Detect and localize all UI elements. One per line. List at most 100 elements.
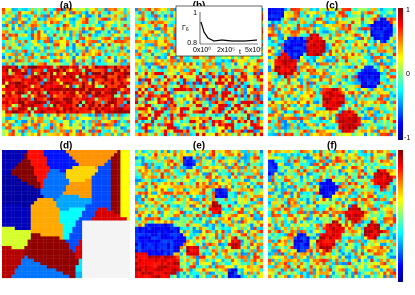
- pixel: [386, 40, 389, 43]
- pixel: [37, 21, 40, 24]
- pixel: [117, 27, 120, 30]
- pixel: [316, 46, 319, 49]
- pixel: [18, 153, 21, 156]
- pixel: [79, 133, 82, 136]
- pixel: [53, 75, 56, 78]
- pixel: [370, 75, 373, 78]
- pixel: [92, 24, 95, 27]
- pixel: [326, 37, 329, 40]
- pixel: [193, 56, 196, 59]
- pixel: [189, 91, 192, 94]
- pixel: [199, 85, 202, 88]
- pixel: [370, 62, 373, 65]
- pixel: [278, 88, 281, 91]
- pixel: [234, 94, 237, 97]
- pixel: [180, 123, 183, 126]
- pixel: [205, 114, 208, 117]
- pixel: [63, 117, 66, 120]
- pixel: [21, 75, 24, 78]
- pixel: [60, 43, 63, 46]
- pixel: [271, 88, 274, 91]
- pixel: [2, 104, 5, 107]
- pixel: [141, 110, 144, 113]
- pixel: [127, 37, 130, 40]
- pixel: [154, 107, 157, 110]
- pixel: [15, 50, 18, 53]
- pixel: [237, 59, 240, 62]
- pixel: [228, 56, 231, 59]
- pixel: [157, 37, 160, 40]
- pixel: [209, 120, 212, 123]
- pixel: [284, 46, 287, 49]
- pixel: [367, 69, 370, 72]
- pixel: [303, 59, 306, 62]
- pixel: [101, 53, 104, 56]
- pixel: [69, 85, 72, 88]
- pixel: [180, 117, 183, 120]
- pixel: [310, 98, 313, 101]
- pixel: [326, 66, 329, 69]
- pixel: [76, 40, 79, 43]
- pixel: [351, 126, 354, 129]
- pixel: [111, 72, 114, 75]
- pixel: [268, 126, 271, 129]
- pixel: [390, 46, 393, 49]
- pixel: [231, 85, 234, 88]
- pixel: [161, 30, 164, 33]
- pixel: [287, 123, 290, 126]
- pixel: [274, 8, 277, 11]
- pixel: [221, 91, 224, 94]
- pixel: [322, 75, 325, 78]
- pixel: [31, 56, 34, 59]
- pixel: [338, 82, 341, 85]
- pixel: [367, 53, 370, 56]
- pixel: [53, 46, 56, 49]
- pixel: [345, 14, 348, 17]
- pixel: [225, 110, 228, 113]
- pixel: [108, 11, 111, 14]
- pixel: [161, 24, 164, 27]
- pixel: [260, 104, 263, 107]
- pixel: [85, 114, 88, 117]
- pixel: [104, 66, 107, 69]
- pixel: [348, 50, 351, 53]
- pixel: [377, 114, 380, 117]
- pixel: [221, 72, 224, 75]
- pixel: [196, 117, 199, 120]
- pixel: [21, 21, 24, 24]
- pixel: [95, 27, 98, 30]
- pixel: [281, 75, 284, 78]
- pixel: [268, 78, 271, 81]
- pixel: [228, 82, 231, 85]
- pixel: [313, 46, 316, 49]
- pixel: [274, 11, 277, 14]
- pixel: [21, 50, 24, 53]
- pixel: [250, 85, 253, 88]
- pixel: [177, 56, 180, 59]
- pixel: [82, 34, 85, 37]
- pixel: [287, 110, 290, 113]
- pixel: [228, 75, 231, 78]
- pixel: [351, 98, 354, 101]
- pixel: [21, 37, 24, 40]
- pixel: [364, 8, 367, 11]
- pixel: [221, 69, 224, 72]
- pixel: [329, 50, 332, 53]
- pixel: [313, 8, 316, 11]
- pixel: [284, 120, 287, 123]
- pixel: [319, 101, 322, 104]
- pixel: [15, 88, 18, 91]
- pixel: [374, 27, 377, 30]
- pixel: [297, 21, 300, 24]
- pixel: [98, 43, 101, 46]
- pixel: [92, 72, 95, 75]
- pixel: [2, 72, 5, 75]
- pixel: [386, 98, 389, 101]
- pixel: [151, 75, 154, 78]
- pixel: [138, 66, 141, 69]
- pixel: [284, 50, 287, 53]
- pixel: [221, 114, 224, 117]
- pixel: [383, 98, 386, 101]
- pixel: [161, 120, 164, 123]
- pixel: [202, 88, 205, 91]
